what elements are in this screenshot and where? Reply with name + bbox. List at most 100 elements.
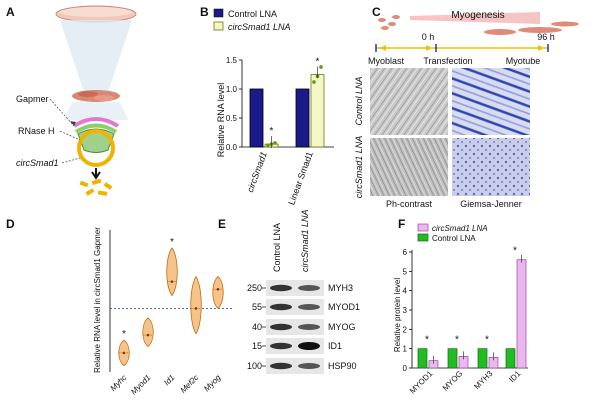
x-tick-label-b: circSmad1 — [245, 150, 269, 193]
row-label-control: Control LNA — [354, 76, 364, 125]
panel-a: A Gapmer RNase H circSmad1 — [6, 5, 137, 196]
stage-myoblast: Myoblast — [368, 56, 405, 66]
bar-f-0-3 — [505, 348, 516, 369]
bar-b-0-0 — [249, 88, 264, 148]
cell-cluster-icon — [72, 90, 120, 102]
bar-f-0-0 — [417, 348, 428, 369]
data-point-b — [273, 141, 277, 145]
blot-strip — [266, 338, 324, 354]
y-tick-label-b: 1.5 — [226, 56, 238, 65]
marker-label: 40 — [252, 322, 262, 332]
significance-f: * — [485, 335, 489, 346]
blot-band-circsmad1 — [298, 285, 320, 291]
protein-label: MYOG — [328, 322, 356, 332]
panel-f: F circSmad1 LNA Control LNA Relative pro… — [393, 217, 528, 396]
blot-band-circsmad1 — [298, 324, 320, 330]
rna-fragments-icon — [79, 178, 113, 196]
significance-b: * — [316, 57, 320, 68]
timeline — [375, 44, 549, 52]
protein-label: MYH3 — [328, 283, 353, 293]
x-tick-label-d: Myhc — [109, 373, 129, 393]
blot-band-circsmad1 — [298, 342, 320, 350]
label-circsmad1: circSmad1 — [16, 158, 59, 168]
x-tick-label-f: MYOD1 — [408, 369, 435, 396]
data-point-d — [216, 287, 220, 291]
y-axis-label-b: Relative RNA level — [216, 83, 226, 158]
row-label-circsmad1: circSmad1 LNA — [354, 136, 364, 199]
title-myogenesis: Myogenesis — [451, 10, 504, 21]
significance-f: * — [425, 335, 429, 346]
data-point-d — [146, 333, 150, 337]
bar-f-1-3 — [516, 259, 527, 369]
y-tick-label-f: 6 — [403, 248, 408, 257]
panel-letter-e: E — [218, 217, 226, 231]
legend-label-control: Control LNA — [228, 9, 277, 19]
legend-swatch-circsmad1 — [213, 21, 224, 31]
western-blot: 250 MYH3 55 MYOD1 40 MYOG 15 ID1 100 HSP90 — [247, 280, 360, 374]
circsmad1-label-group: circSmad1 — [16, 157, 81, 168]
blot-band-control — [270, 284, 292, 292]
panel-letter-a: A — [6, 5, 15, 19]
x-tick-label-d: Myog — [202, 373, 223, 394]
time-start: 0 h — [422, 32, 435, 42]
marker-label: 100 — [247, 361, 262, 371]
panel-d: D Relative RNA level in circSmad1 Gapmer… — [6, 217, 232, 396]
lane-label-control: Control LNA — [272, 223, 282, 272]
y-axis-label-f: Relative protein level — [393, 278, 402, 352]
significance-d: * — [170, 237, 174, 248]
myoblast-cells-icon — [378, 15, 400, 30]
blot-strip — [266, 299, 324, 315]
label-gapmer: Gapmer — [16, 94, 49, 104]
x-tick-label-f: MYH3 — [472, 369, 494, 391]
x-tick-label-d: Id1 — [162, 373, 176, 387]
y-tick-label-f: 2 — [403, 325, 408, 334]
image-circsmad1-giemsa — [452, 138, 530, 196]
blot-strip — [266, 280, 324, 296]
bar-b-1-1 — [310, 74, 325, 148]
legend-swatch-f-control — [417, 233, 429, 242]
y-tick-label-b: 0.0 — [226, 143, 238, 152]
violin-d-1 — [142, 317, 154, 348]
myogenesis-gradient-arrow — [410, 12, 540, 24]
significance-f: * — [455, 335, 459, 346]
data-point-b — [319, 65, 323, 69]
petri-dish-icon — [55, 5, 137, 23]
bar-b-0-1 — [295, 88, 310, 148]
x-tick-label-b: Linear Smad1 — [286, 150, 315, 206]
protein-label: ID1 — [328, 341, 342, 351]
image-control-phase-contrast — [370, 68, 448, 135]
blot-band-control — [270, 362, 292, 370]
bar-f-0-2 — [477, 348, 488, 369]
legend-label-f-circsmad1: circSmad1 LNA — [432, 224, 488, 233]
panel-letter-c: C — [372, 5, 381, 19]
panel-c: C Myogenesis 0 h 96 h Myoblast Transfect… — [354, 5, 579, 209]
blot-strip — [266, 358, 324, 374]
panel-e: E Control LNA circSmad1 LNA 250 MYH3 55 MYO… — [218, 209, 360, 374]
panel-letter-b: B — [200, 5, 209, 19]
significance-f: * — [513, 246, 517, 257]
image-circsmad1-phase-contrast — [370, 138, 448, 196]
bar-f-0-1 — [447, 348, 458, 369]
image-control-giemsa — [452, 68, 530, 135]
legend-label-f-control: Control LNA — [432, 234, 476, 243]
stage-transfection: Transfection — [423, 56, 472, 66]
legend-b: Control LNA circSmad1 LNA — [213, 8, 291, 32]
x-tick-label-d: Myod1 — [129, 373, 152, 396]
circular-rna-icon — [77, 129, 115, 167]
y-tick-label-b: 0.5 — [226, 114, 238, 123]
y-tick-label-f: 4 — [403, 287, 408, 296]
magnify-cone — [60, 20, 132, 92]
panel-letter-f: F — [398, 217, 405, 231]
violin-d-4 — [212, 276, 224, 309]
marker-label: 250 — [247, 283, 262, 293]
panel-letter-d: D — [6, 217, 15, 231]
violin-d-2 — [166, 247, 178, 297]
y-tick-label-f: 5 — [403, 267, 408, 276]
time-end: 96 h — [537, 32, 555, 42]
gapmer-label-group: Gapmer — [16, 94, 76, 127]
marker-label: 15 — [252, 341, 262, 351]
lane-label-circsmad1: circSmad1 LNA — [300, 209, 310, 272]
y-tick-label-b: 1.0 — [226, 85, 238, 94]
legend-label-circsmad1: circSmad1 LNA — [228, 22, 291, 32]
x-tick-label-f: ID1 — [507, 369, 523, 385]
